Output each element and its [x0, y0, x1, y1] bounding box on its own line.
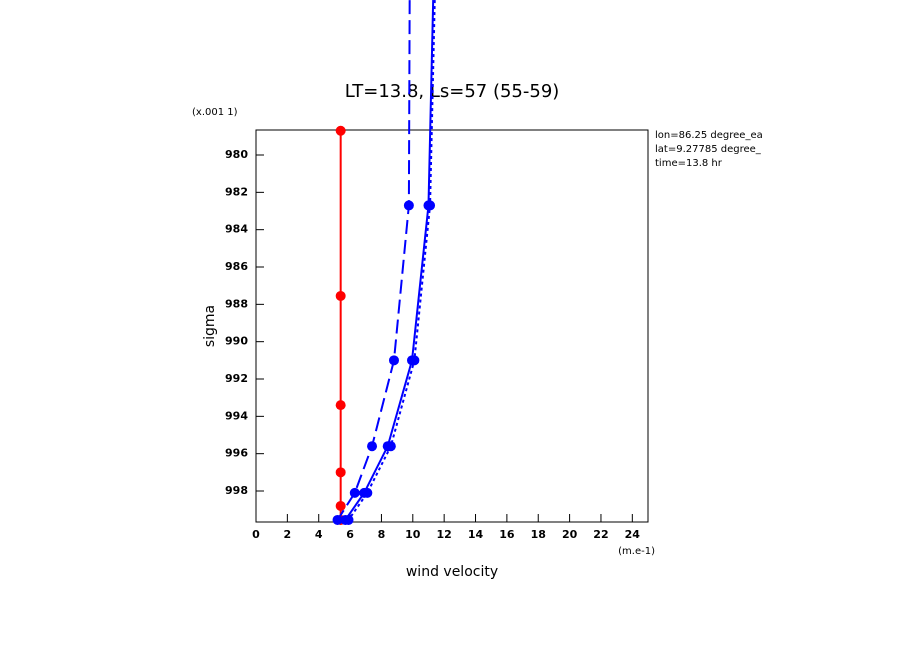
- data-point: [335, 125, 346, 136]
- x-tick-label: 20: [562, 528, 578, 541]
- x-tick-label: 8: [378, 528, 386, 541]
- y-tick-label: 990: [225, 335, 248, 348]
- x-tick-label: 16: [499, 528, 515, 541]
- y-tick-label: 992: [225, 372, 248, 385]
- chart-title: LT=13.8, Ls=57 (55-59): [345, 81, 560, 102]
- y-tick-label: 994: [225, 409, 248, 422]
- series-line: [344, 0, 435, 521]
- data-point: [409, 355, 420, 366]
- data-point: [362, 487, 373, 498]
- data-point: [388, 355, 399, 366]
- data-point: [425, 200, 436, 211]
- y-tick-label: 982: [225, 185, 248, 198]
- data-point: [332, 514, 343, 525]
- plot-frame: [255, 129, 649, 523]
- data-point: [367, 441, 378, 452]
- annotation: lon=86.25 degree_ea: [655, 130, 763, 141]
- y-tick-label: 998: [225, 484, 248, 497]
- x-tick-label: 12: [437, 528, 452, 541]
- data-point: [335, 500, 346, 511]
- x-tick-label: 2: [284, 528, 292, 541]
- annotation: time=13.8 hr: [655, 158, 723, 169]
- data-point: [335, 290, 346, 301]
- data-point: [403, 200, 414, 211]
- y-tick-label: 986: [225, 260, 248, 273]
- y-tick-label: 980: [225, 148, 248, 161]
- data-point: [385, 441, 396, 452]
- data-point: [343, 514, 354, 525]
- data-point: [349, 487, 360, 498]
- annotation: lat=9.27785 degree_: [655, 144, 762, 155]
- x-tick-label: 22: [593, 528, 608, 541]
- y-tick-label: 988: [225, 297, 248, 310]
- x-unit: (m.e-1): [618, 546, 655, 557]
- x-tick-label: 18: [531, 528, 546, 541]
- data-point: [335, 400, 346, 411]
- x-tick-label: 0: [252, 528, 260, 541]
- series-line: [336, 0, 411, 521]
- x-tick-label: 24: [625, 528, 641, 541]
- y-tick-label: 996: [225, 447, 248, 460]
- y-axis-label: sigma: [202, 305, 218, 347]
- y-tick-label: 984: [225, 223, 248, 236]
- x-tick-label: 10: [405, 528, 421, 541]
- data-point: [335, 467, 346, 478]
- x-axis-label: wind velocity: [406, 564, 498, 580]
- annotations: lon=86.25 degree_ea lat=9.27785 degree_ …: [655, 130, 763, 169]
- y-unit: (x.001 1): [192, 107, 238, 118]
- x-tick-label: 14: [468, 528, 484, 541]
- x-tick-label: 4: [315, 528, 323, 541]
- x-tick-label: 6: [346, 528, 354, 541]
